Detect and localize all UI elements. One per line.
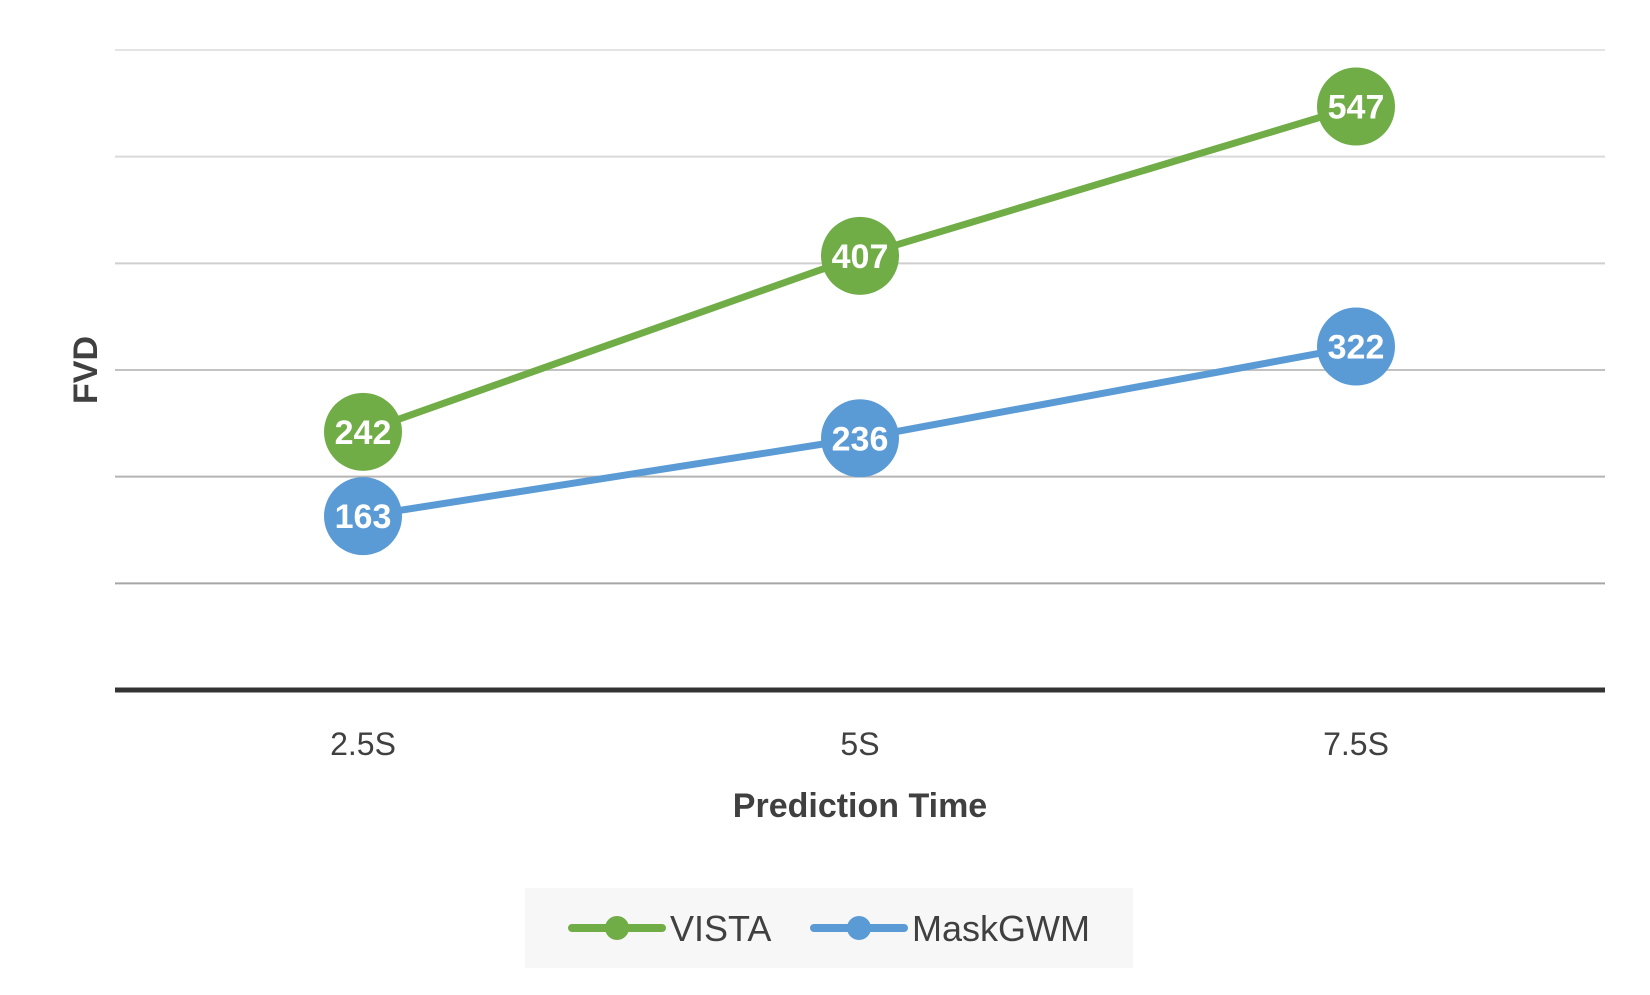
x-axis-title: Prediction Time	[733, 787, 987, 825]
gridlines	[115, 49, 1605, 585]
x-tick-label: 2.5S	[330, 726, 396, 762]
data-label-maskgwm: 163	[335, 498, 392, 536]
x-tick-label: 5S	[840, 726, 879, 762]
data-label-vista: 407	[832, 238, 889, 276]
data-point-vista	[821, 216, 899, 295]
y-axis-title: FVD	[67, 336, 105, 404]
data-point-maskgwm	[1317, 307, 1395, 386]
data-point-maskgwm	[324, 477, 402, 556]
data-point-vista	[1317, 67, 1395, 146]
legend-label-vista: VISTA	[670, 908, 771, 949]
data-point-vista	[324, 392, 402, 471]
data-points: 242 407 547 163 236 322	[324, 67, 1395, 556]
x-tick-labels: 2.5S 5S 7.5S	[330, 726, 1389, 762]
data-label-vista: 547	[1328, 89, 1385, 127]
data-label-maskgwm: 322	[1328, 329, 1385, 367]
x-tick-label: 7.5S	[1323, 726, 1389, 762]
legend-swatch-marker	[847, 916, 871, 940]
data-label-maskgwm: 236	[832, 420, 889, 458]
legend-label-maskgwm: MaskGWM	[912, 908, 1090, 949]
legend-swatch-marker	[605, 916, 629, 940]
legend: VISTA MaskGWM	[525, 888, 1133, 968]
data-point-maskgwm	[821, 399, 899, 478]
data-label-vista: 242	[335, 414, 392, 452]
